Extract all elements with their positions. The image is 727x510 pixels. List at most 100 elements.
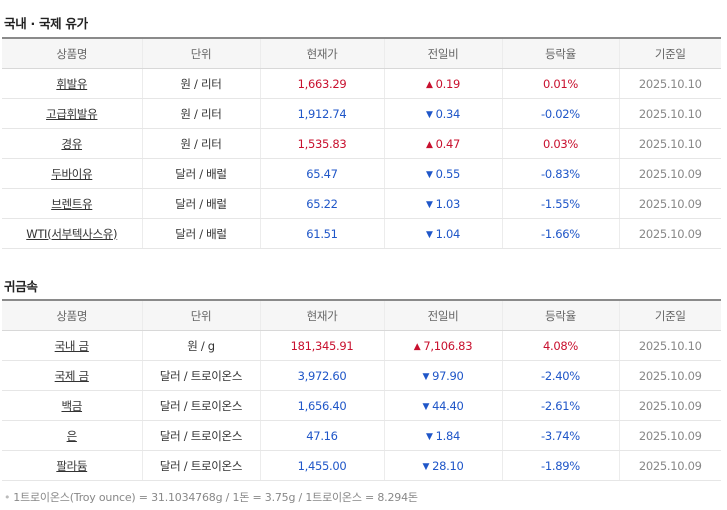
col-header-date: 기준일 [618,299,721,331]
rate-cell: -2.40% [501,360,619,391]
change-cell: ▼ 28.10 [383,450,502,481]
change-cell: ▼ 1.04 [383,218,502,249]
col-header-price: 현재가 [259,37,384,69]
table-row: WTI(서부텍사스유) 달러 / 배럴 61.51 ▼ 1.04 -1.66% 2025.1… [2,218,721,249]
product-link[interactable]: 두바이유 [51,166,93,181]
table-row: 팔라듐 달러 / 트로이온스 1,455.00 ▼ 28.10 -1.89% 2025.10… [2,450,721,481]
change-value: 7,106.83 [423,338,473,353]
date-cell: 2025.10.09 [618,158,721,189]
change-cell: ▼ 1.84 [383,420,502,451]
down-triangle-icon: ▼ [425,199,433,210]
date-cell: 2025.10.10 [618,330,721,361]
footnote-text: 1트로이온스(Troy ounce) = 31.1034768g / 1돈 = … [13,491,418,504]
down-triangle-icon: ▼ [422,401,430,412]
change-value: 1.03 [435,196,461,211]
unit-cell: 원 / 리터 [141,98,260,129]
price-cell: 181,345.91 [259,330,384,361]
down-triangle-icon: ▼ [425,431,433,442]
price-cell: 1,656.40 [259,390,384,421]
up-triangle-icon: ▲ [425,79,433,90]
table-row: 고급휘발유 원 / 리터 1,912.74 ▼ 0.34 -0.02% 2025.10.10 [2,98,721,129]
down-triangle-icon: ▼ [422,461,430,472]
col-header-unit: 단위 [141,37,260,69]
change-cell: ▲ 7,106.83 [383,330,502,361]
product-link[interactable]: 국내 금 [54,338,90,353]
unit-cell: 달러 / 배럴 [141,188,260,219]
product-link[interactable]: WTI(서부텍사스유) [26,226,118,241]
metal-price-table: 상품명 단위 현재가 전일비 등락율 기준일 국내 금 원 / g 181,345.… [2,299,721,481]
price-cell: 1,455.00 [259,450,384,481]
down-triangle-icon: ▼ [425,169,433,180]
date-cell: 2025.10.09 [618,218,721,249]
change-value: 44.40 [432,398,464,413]
price-cell: 61.51 [259,218,384,249]
price-cell: 1,912.74 [259,98,384,129]
table-row: 은 달러 / 트로이온스 47.16 ▼ 1.84 -3.74% 2025.10.09 [2,420,721,451]
change-value: 0.19 [435,76,461,91]
oil-header-row: 상품명 단위 현재가 전일비 등락율 기준일 [2,37,721,69]
up-triangle-icon: ▲ [413,341,421,352]
price-cell: 47.16 [259,420,384,451]
date-cell: 2025.10.09 [618,390,721,421]
date-cell: 2025.10.09 [618,450,721,481]
up-triangle-icon: ▲ [425,139,433,150]
date-cell: 2025.10.10 [618,128,721,159]
product-name-cell: 브렌트유 [2,188,142,219]
table-row: 브렌트유 달러 / 배럴 65.22 ▼ 1.03 -1.55% 2025.10.09 [2,188,721,219]
change-value: 1.04 [435,226,461,241]
rate-cell: 0.03% [501,128,619,159]
unit-cell: 달러 / 트로이온스 [141,390,260,421]
col-header-change: 전일비 [383,299,502,331]
product-link[interactable]: 경유 [61,136,83,151]
unit-cell: 원 / 리터 [141,68,260,99]
rate-cell: -3.74% [501,420,619,451]
oil-table-body: 휘발유 원 / 리터 1,663.29 ▲ 0.19 0.01% 2025.10.10 고급휘… [2,68,721,249]
product-link[interactable]: 휘발유 [56,76,88,91]
rate-cell: 4.08% [501,330,619,361]
product-link[interactable]: 은 [66,428,78,443]
change-cell: ▼ 97.90 [383,360,502,391]
change-cell: ▼ 0.34 [383,98,502,129]
change-value: 28.10 [432,458,464,473]
footnote-bullet-icon: • [4,491,11,504]
date-cell: 2025.10.09 [618,188,721,219]
product-name-cell: 백금 [2,390,142,421]
oil-section-title: 국내 · 국제 유가 [4,16,88,31]
table-row: 경유 원 / 리터 1,535.83 ▲ 0.47 0.03% 2025.10.10 [2,128,721,159]
change-value: 0.55 [435,166,461,181]
product-link[interactable]: 국제 금 [54,368,90,383]
product-link[interactable]: 브렌트유 [51,196,93,211]
price-cell: 3,972.60 [259,360,384,391]
change-cell: ▼ 0.55 [383,158,502,189]
rate-cell: -1.66% [501,218,619,249]
product-link[interactable]: 고급휘발유 [46,106,98,121]
price-cell: 1,663.29 [259,68,384,99]
down-triangle-icon: ▼ [425,229,433,240]
change-value: 97.90 [432,368,464,383]
rate-cell: -2.61% [501,390,619,421]
product-name-cell: WTI(서부텍사스유) [2,218,142,249]
unit-cell: 원 / 리터 [141,128,260,159]
col-header-price: 현재가 [259,299,384,331]
change-cell: ▲ 0.47 [383,128,502,159]
change-cell: ▼ 1.03 [383,188,502,219]
product-link[interactable]: 팔라듐 [56,458,88,473]
rate-cell: -0.83% [501,158,619,189]
rate-cell: 0.01% [501,68,619,99]
col-header-date: 기준일 [618,37,721,69]
col-header-product: 상품명 [2,37,142,69]
product-link[interactable]: 백금 [61,398,83,413]
date-cell: 2025.10.09 [618,420,721,451]
unit-cell: 달러 / 트로이온스 [141,450,260,481]
product-name-cell: 경유 [2,128,142,159]
date-cell: 2025.10.10 [618,68,721,99]
product-name-cell: 팔라듐 [2,450,142,481]
metal-header-row: 상품명 단위 현재가 전일비 등락율 기준일 [2,299,721,331]
metal-section-title: 귀금속 [4,279,38,294]
unit-cell: 달러 / 트로이온스 [141,420,260,451]
unit-cell: 달러 / 트로이온스 [141,360,260,391]
col-header-rate: 등락율 [501,299,619,331]
